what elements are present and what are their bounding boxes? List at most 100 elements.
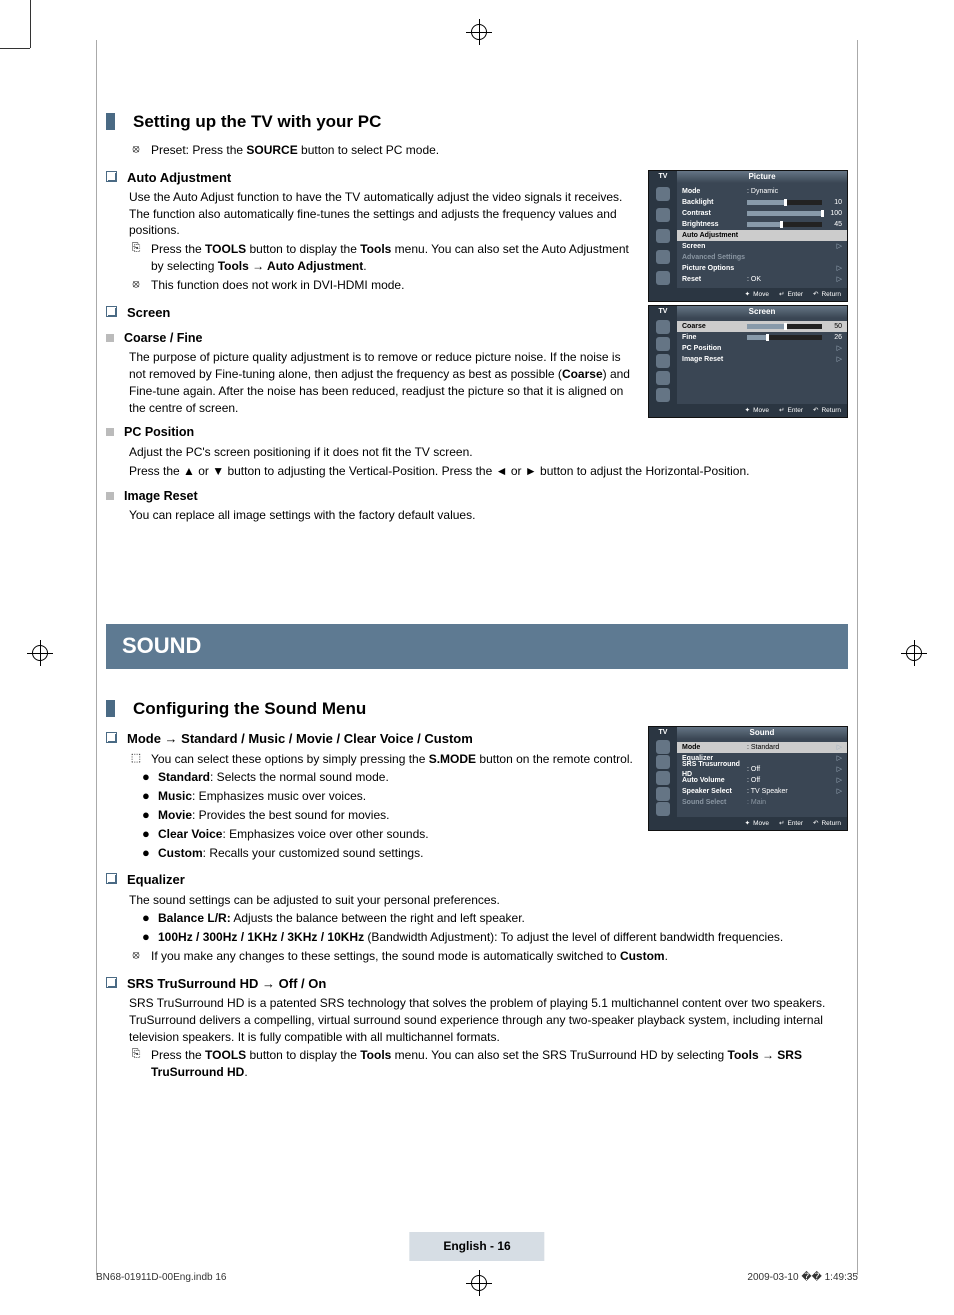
sub-heading: SRS TruSurround HD → Off / On <box>127 975 326 993</box>
crop-mark <box>0 48 30 49</box>
page-content: Setting up the TV with your PC ⦻ Preset:… <box>106 96 848 1255</box>
footer-enter: Enter <box>787 819 803 828</box>
dot-icon: ● <box>142 769 148 785</box>
osd-sidebar <box>649 318 677 404</box>
note-text: If you make any changes to these setting… <box>151 948 668 965</box>
tools-text: Press the TOOLS button to display the To… <box>151 1047 848 1081</box>
osd-slider <box>747 335 822 340</box>
osd-footer: ✦Move ↵Enter ↶Return <box>649 817 847 830</box>
square-bullet-icon <box>106 732 117 743</box>
osd-row-value: : TV Speaker <box>747 787 834 797</box>
chevron-right-icon: ▷ <box>834 754 842 764</box>
enter-icon: ↵ <box>779 290 784 299</box>
osd-row-label: Coarse <box>682 322 747 332</box>
note-icon: ⦻ <box>129 948 143 963</box>
osd-row: Brightness45 <box>682 219 842 230</box>
osd-row: Fine26 <box>682 332 842 343</box>
dot-icon: ● <box>142 788 148 804</box>
osd-row: Backlight10 <box>682 197 842 208</box>
osd-row: Speaker Select: TV Speaker▷ <box>682 786 842 797</box>
footer-enter: Enter <box>787 290 803 299</box>
osd-row-label: Auto Volume <box>682 776 747 786</box>
return-icon: ↶ <box>813 819 818 828</box>
subsection-pc-position: PC Position <box>106 424 848 442</box>
dot-icon: ● <box>142 910 148 926</box>
osd-row-label: Mode <box>682 743 747 753</box>
print-footer: BN68-01911D-00Eng.indb 16 2009-03-10 �� … <box>96 1271 858 1285</box>
body-text: SRS TruSurround HD is a patented SRS tec… <box>129 995 848 1045</box>
osd-row: Mode: Dynamic <box>682 186 842 197</box>
chapter-banner-sound: SOUND <box>106 624 848 669</box>
dot-icon: ● <box>142 826 148 842</box>
move-icon: ✦ <box>745 290 750 299</box>
dot-icon: ● <box>142 929 148 945</box>
footer-enter: Enter <box>787 406 803 415</box>
osd-picture-menu: TV Picture Mode: DynamicBacklight10Contr… <box>648 170 848 302</box>
osd-sidebar-icon <box>656 755 670 769</box>
footer-return: Return <box>821 819 841 828</box>
osd-row: Auto Volume: Off▷ <box>682 775 842 786</box>
chevron-right-icon: ▷ <box>834 242 842 252</box>
square-bullet-icon <box>106 873 117 884</box>
sub-heading: Mode → Standard / Music / Movie / Clear … <box>127 730 473 748</box>
small-bullet-icon <box>106 334 114 342</box>
osd-sidebar-icon <box>656 229 670 243</box>
registration-mark-icon <box>32 645 48 661</box>
chevron-right-icon: ▷ <box>834 264 842 274</box>
remote-icon: ⬚ <box>129 751 143 766</box>
subsection-image-reset: Image Reset <box>106 488 848 506</box>
enter-icon: ↵ <box>779 819 784 828</box>
osd-sound-menu: TV Sound Mode: Standard▷Equalizer▷SRS Tr… <box>648 726 848 831</box>
tip-line: ⬚ You can select these options by simply… <box>129 751 636 768</box>
subsection-equalizer: Equalizer <box>106 871 848 889</box>
note-icon: ⦻ <box>129 277 143 292</box>
return-icon: ↶ <box>813 290 818 299</box>
chevron-right-icon: ▷ <box>834 776 842 786</box>
body-text: Use the Auto Adjust function to have the… <box>129 189 636 239</box>
sub-heading: PC Position <box>124 424 194 442</box>
osd-tv-label: TV <box>649 171 677 183</box>
small-bullet-icon <box>106 428 114 436</box>
heading-title: Setting up the TV with your PC <box>133 110 381 134</box>
sub-heading: Auto Adjustment <box>127 169 231 187</box>
note-line: ⦻ This function does not work in DVI-HDM… <box>129 277 636 294</box>
subsection-srs: SRS TruSurround HD → Off / On <box>106 975 848 993</box>
osd-slider <box>747 324 822 329</box>
osd-title: Picture <box>677 171 847 183</box>
note-line: ⦻ If you make any changes to these setti… <box>129 948 848 965</box>
osd-row-label: Brightness <box>682 220 747 230</box>
move-icon: ✦ <box>745 819 750 828</box>
chevron-right-icon: ▷ <box>834 765 842 775</box>
osd-row-label: Advanced Settings <box>682 253 747 263</box>
tools-line: ⎘ Press the TOOLS button to display the … <box>129 241 636 275</box>
subsection-coarse-fine: Coarse / Fine <box>106 330 636 348</box>
note-line: ⦻ Preset: Press the SOURCE button to sel… <box>129 142 848 159</box>
osd-tv-label: TV <box>649 306 677 318</box>
sub-heading: Image Reset <box>124 488 198 506</box>
osd-screen-menu: TV Screen Coarse50Fine26PC Position▷Imag… <box>648 305 848 418</box>
osd-row-label: Auto Adjustment <box>682 231 747 241</box>
list-item: ●Clear Voice: Emphasizes voice over othe… <box>142 826 636 843</box>
osd-row: Sound Select: Main <box>682 797 842 808</box>
osd-sidebar-icon <box>656 320 670 334</box>
subsection-auto-adjustment: Auto Adjustment <box>106 169 636 187</box>
osd-sidebar-icon <box>656 337 670 351</box>
tools-icon: ⎘ <box>129 1047 143 1062</box>
footer-return: Return <box>821 290 841 299</box>
list-item: ●Music: Emphasizes music over voices. <box>142 788 636 805</box>
osd-footer: ✦Move ↵Enter ↶Return <box>649 288 847 301</box>
osd-row-value: : Off <box>747 776 834 786</box>
osd-sidebar-icon <box>656 354 670 368</box>
osd-sidebar-icon <box>656 208 670 222</box>
osd-sidebar <box>649 183 677 288</box>
osd-row-label: Mode <box>682 187 747 197</box>
list-item: ●Custom: Recalls your customized sound s… <box>142 845 636 862</box>
section-heading: Configuring the Sound Menu <box>106 697 848 721</box>
list-item: ●Standard: Selects the normal sound mode… <box>142 769 636 786</box>
sub-heading: Equalizer <box>127 871 185 889</box>
osd-row-value: 100 <box>826 209 842 219</box>
osd-sidebar-icon <box>656 371 670 385</box>
note-text: This function does not work in DVI-HDMI … <box>151 277 404 294</box>
body-text: The sound settings can be adjusted to su… <box>129 892 848 909</box>
body-text: Adjust the PC's screen positioning if it… <box>129 444 848 461</box>
